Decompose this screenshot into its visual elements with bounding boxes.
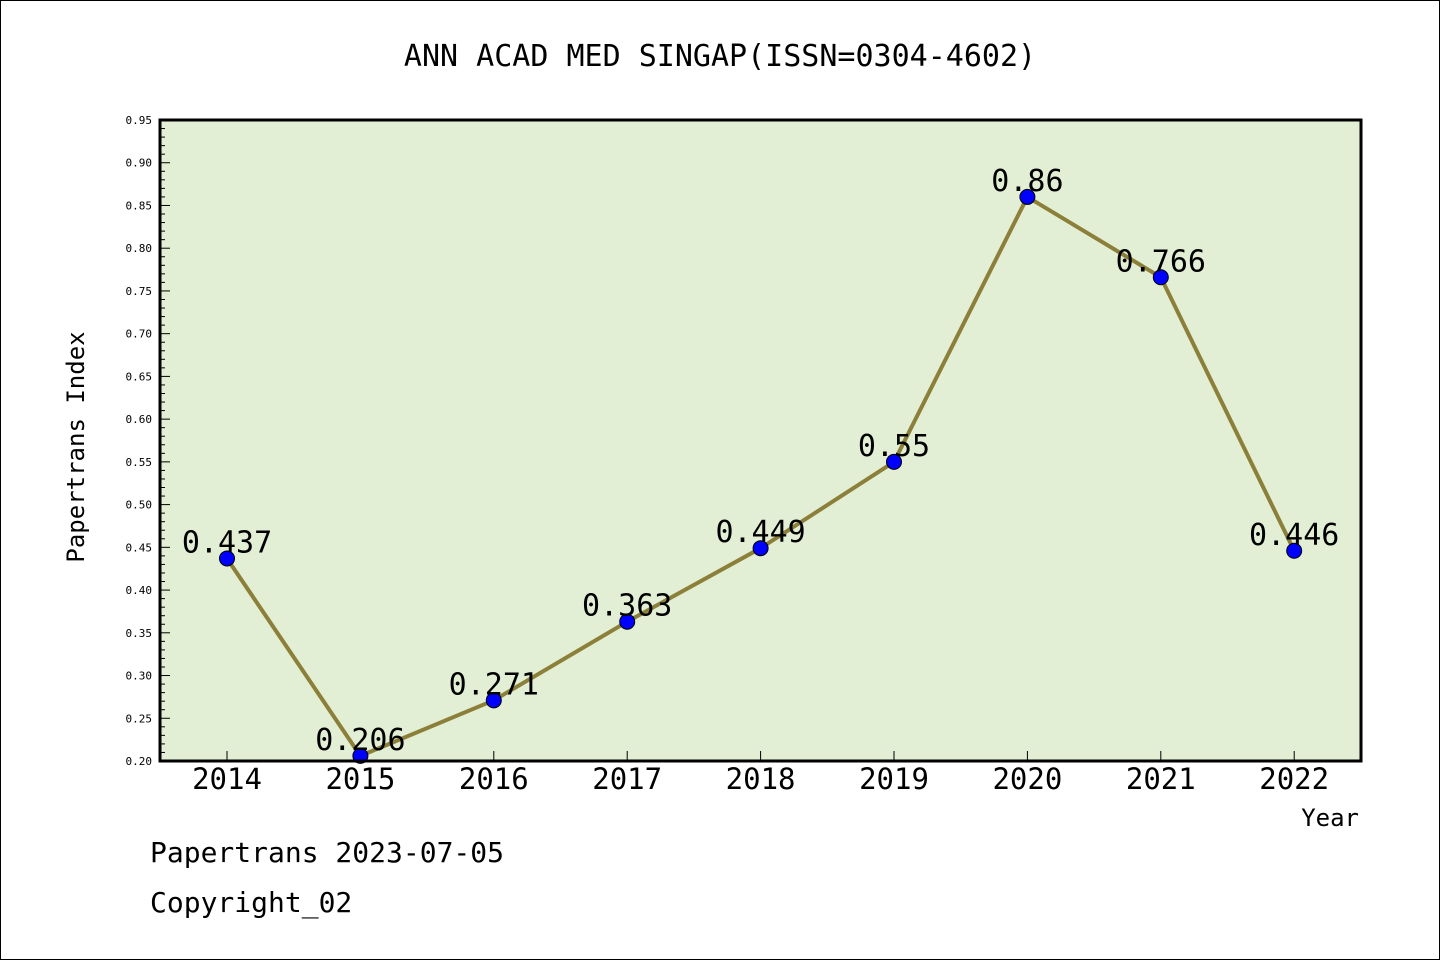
x-tick-label: 2020 [992,762,1062,796]
data-label: 0.271 [449,667,539,702]
y-tick-label: 0.25 [126,712,153,725]
y-tick-label: 0.75 [126,285,153,298]
x-tick-label: 2019 [859,762,929,796]
chart-title: ANN ACAD MED SINGAP(ISSN=0304-4602) [404,39,1036,74]
x-tick-label: 2014 [192,762,262,796]
data-label: 0.449 [715,515,805,550]
data-labels: 0.437 0.206 0.271 0.363 0.449 0.55 0.86 0.766 0.… [182,164,1340,758]
data-label: 0.363 [582,589,672,624]
data-point [1286,542,1303,559]
y-axis-label: Papertrans Index [62,331,90,562]
x-axis: 2014 2015 2016 2017 2018 2019 2020 2021 2022 [192,751,1329,796]
y-tick-label: 0.70 [126,328,153,341]
y-tick-label: 0.40 [126,584,153,597]
data-point [1152,269,1169,286]
plot-border [158,118,1363,763]
y-tick-label: 0.65 [126,370,153,383]
x-tick-label: 2017 [592,762,662,796]
y-tick-label: 0.90 [126,157,153,170]
data-point [886,453,902,470]
x-tick-label: 2016 [459,762,529,796]
plot-area [160,120,1361,761]
y-tick-label: 0.20 [126,755,153,768]
x-axis-label: Year [1301,804,1359,832]
y-tick-label: 0.50 [126,499,153,512]
data-point [752,540,769,557]
y-tick-label: 0.45 [126,541,153,554]
data-label: 0.446 [1249,518,1339,553]
y-tick-label: 0.55 [126,456,153,469]
data-label: 0.766 [1116,244,1206,279]
footer-copyright: Copyright_02 [150,886,353,919]
data-point [619,613,636,630]
data-point [485,692,502,709]
y-tick-label: 0.60 [126,413,153,426]
y-tick-label: 0.30 [126,670,153,683]
y-tick-label: 0.85 [126,199,153,212]
x-tick-label: 2015 [325,762,395,796]
y-tick-label: 0.95 [126,114,153,127]
y-tick-label: 0.35 [126,627,153,640]
data-label: 0.55 [858,429,930,464]
data-point [1019,188,1036,205]
data-label: 0.86 [991,164,1063,199]
data-label: 0.206 [315,723,405,758]
y-tick-label: 0.80 [126,242,153,255]
x-tick-label: 2021 [1126,762,1196,796]
x-tick-label: 2018 [726,762,796,796]
data-label: 0.437 [182,525,272,560]
y-axis: 0.20 0.25 0.30 0.35 0.40 0.45 0.50 0.55 0.60 0.65… [126,114,170,768]
x-tick-label: 2022 [1259,762,1329,796]
data-point [219,550,235,567]
footer-date: Papertrans 2023-07-05 [150,836,505,869]
